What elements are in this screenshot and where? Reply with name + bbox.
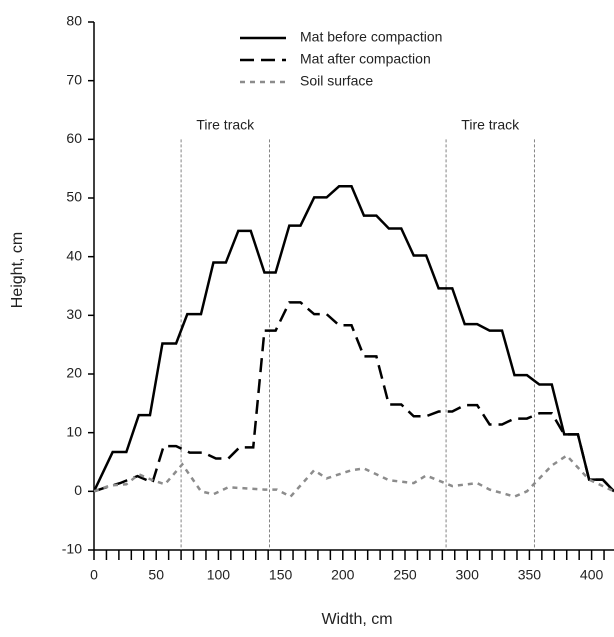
y-tick-label: 70 <box>66 71 82 87</box>
series-line <box>93 301 614 493</box>
y-tick-label: 40 <box>66 247 82 263</box>
x-tick-label: 50 <box>148 567 164 583</box>
x-tick-label: 100 <box>207 567 231 583</box>
x-tick-label: 200 <box>331 567 355 583</box>
series-line <box>92 185 614 493</box>
legend-label: Soil surface <box>300 73 373 89</box>
y-tick-label: 0 <box>74 482 82 498</box>
y-tick-label: 50 <box>66 189 82 205</box>
x-tick-label: 300 <box>456 567 480 583</box>
x-tick-label: 150 <box>269 567 293 583</box>
y-tick-label: 30 <box>66 306 82 322</box>
x-tick-label: 400 <box>580 567 604 583</box>
y-axis-title: Height, cm <box>9 232 26 308</box>
legend-label: Mat after compaction <box>300 51 431 67</box>
y-tick-label: 60 <box>66 130 82 146</box>
y-tick-label: 20 <box>66 365 82 381</box>
series-line <box>93 453 614 499</box>
tire-track-label: Tire track <box>196 117 255 133</box>
x-tick-label: 0 <box>90 567 98 583</box>
tire-track-label: Tire track <box>461 117 520 133</box>
x-axis-title: Width, cm <box>321 611 392 628</box>
x-tick-label: 350 <box>518 567 542 583</box>
y-tick-label: 10 <box>66 423 82 439</box>
legend-label: Mat before compaction <box>300 29 442 45</box>
y-tick-label: 80 <box>66 13 82 29</box>
x-tick-label: 250 <box>393 567 417 583</box>
y-tick-label: -10 <box>62 541 82 557</box>
